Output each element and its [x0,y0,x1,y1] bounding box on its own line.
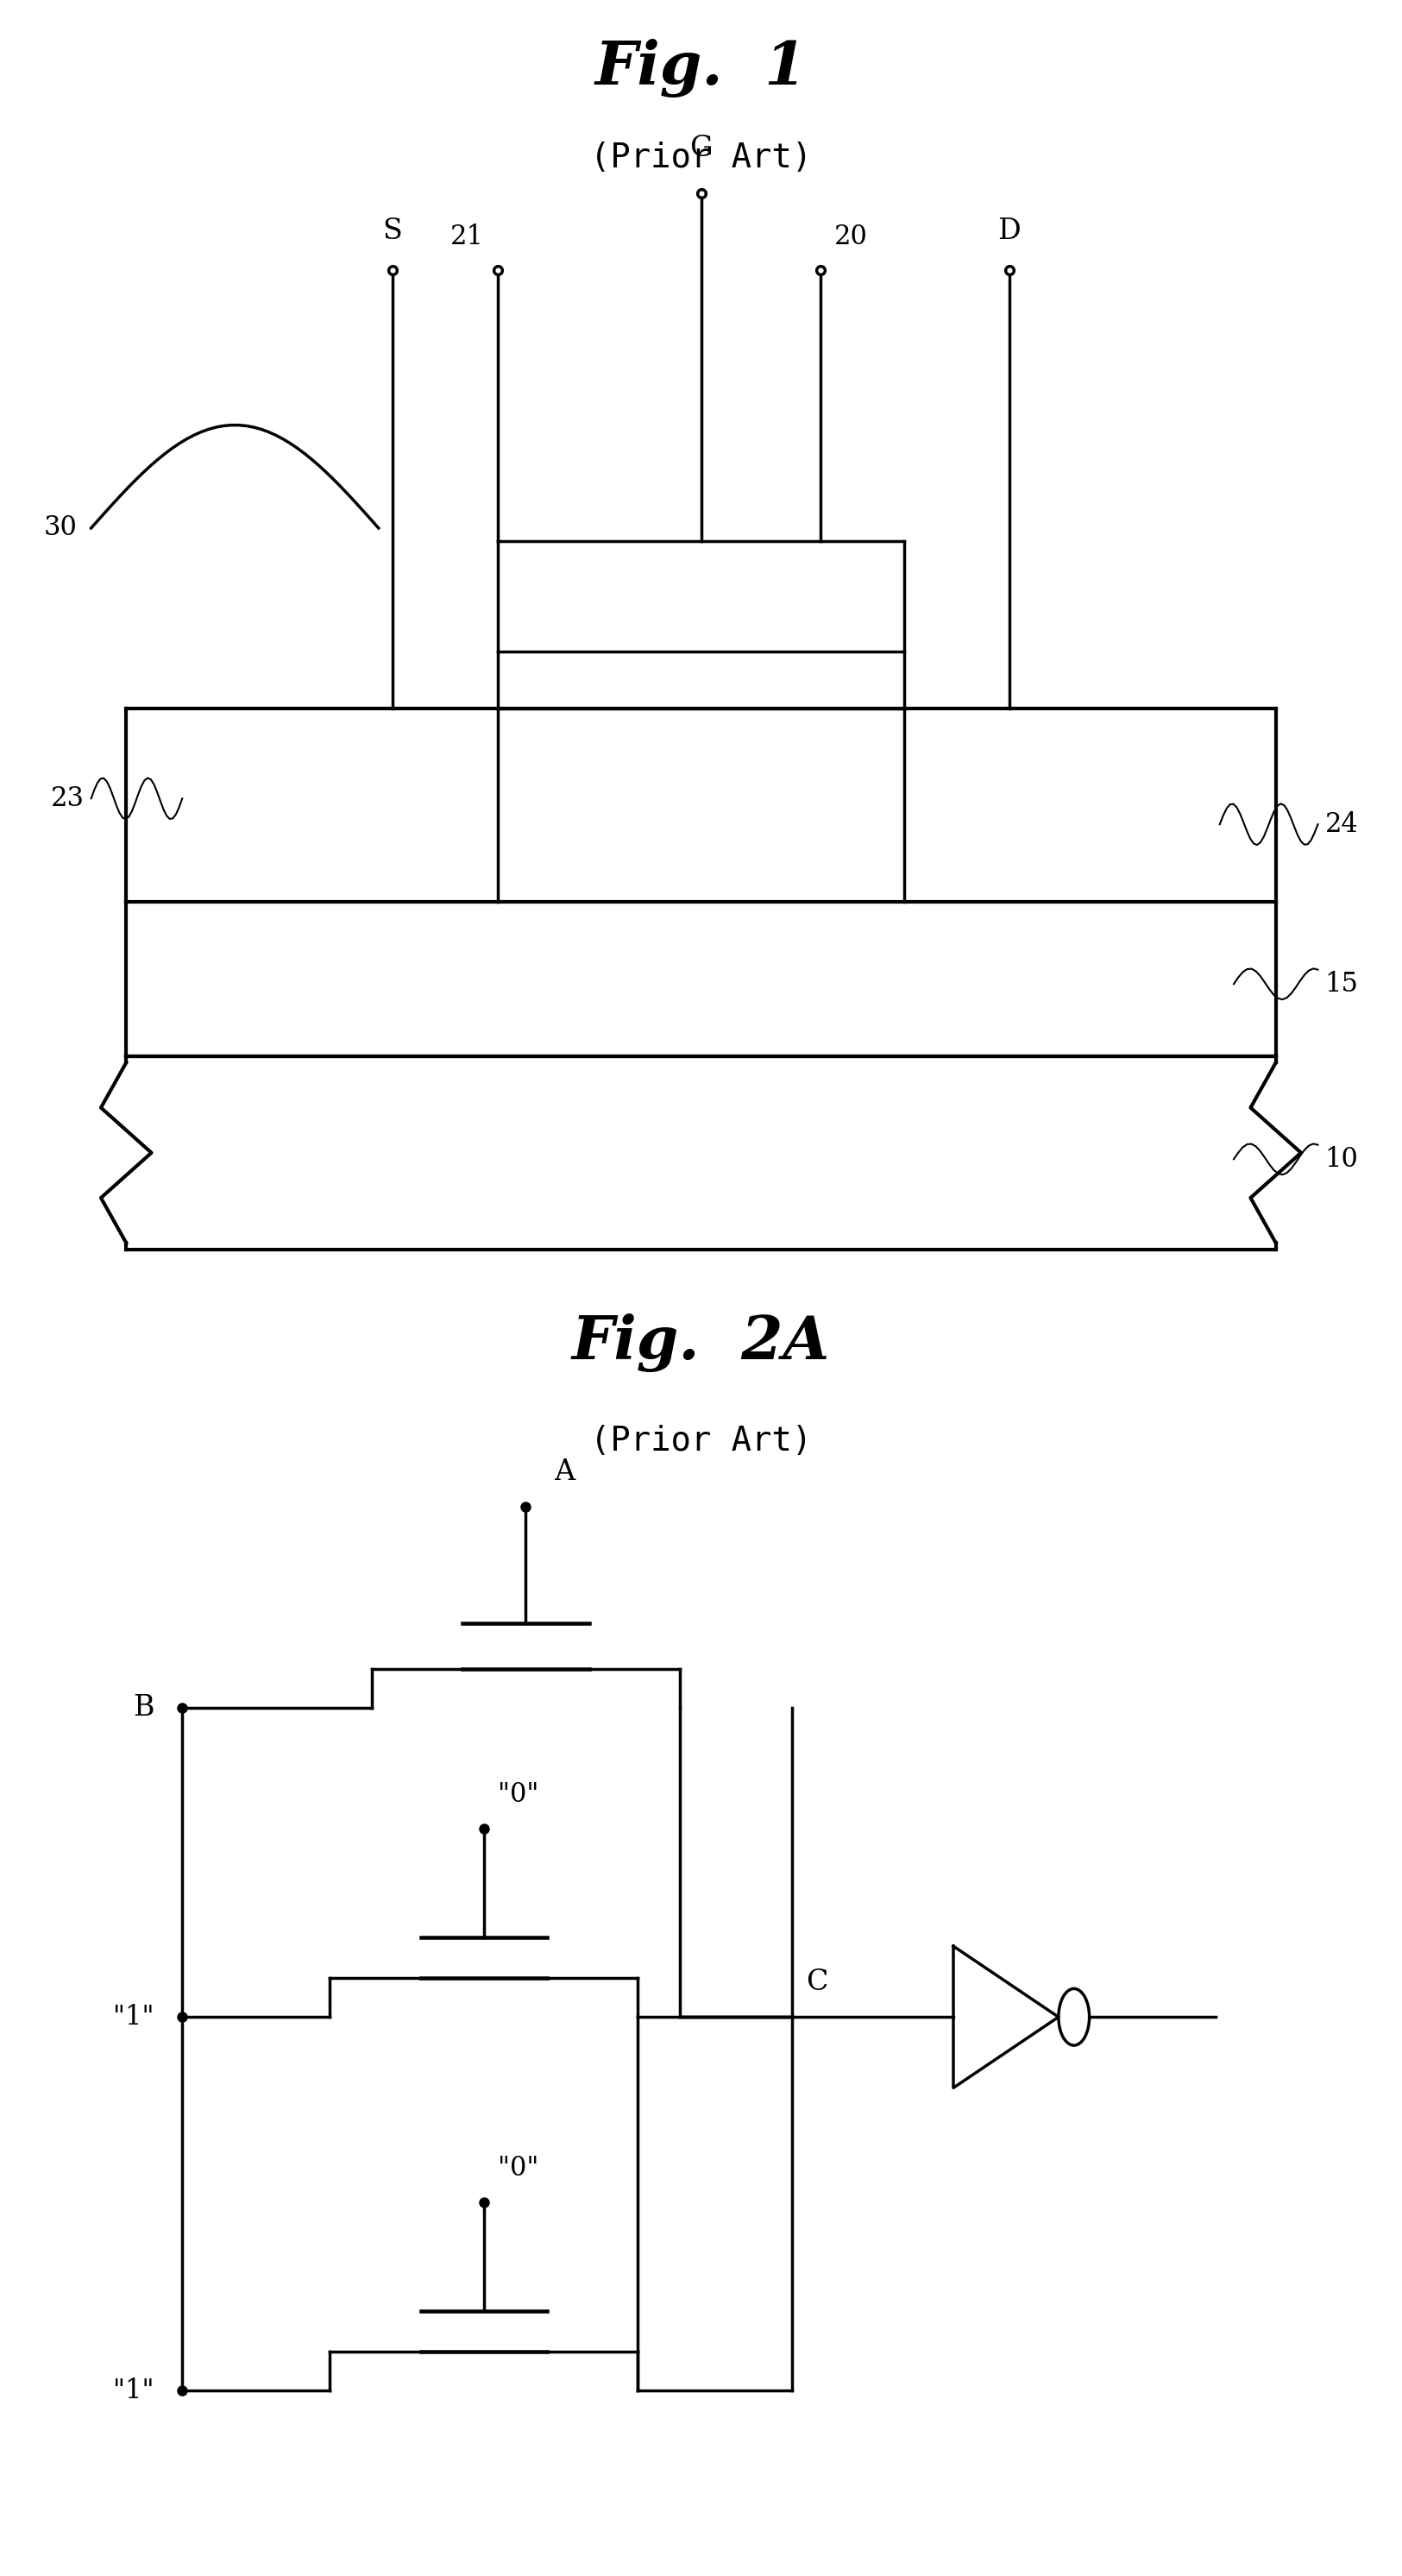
Text: 21: 21 [450,224,484,250]
Text: B: B [133,1695,154,1721]
Text: 20: 20 [834,224,868,250]
Text: "1": "1" [114,2004,154,2030]
Text: "1": "1" [114,2378,154,2403]
Text: S: S [383,216,402,245]
Text: Fig.  2A: Fig. 2A [572,1314,830,1373]
Text: C: C [806,1968,829,1996]
Text: 15: 15 [1325,971,1359,997]
Text: "0": "0" [498,1783,538,1808]
Text: 24: 24 [1325,811,1359,837]
Text: "0": "0" [498,2156,538,2182]
Text: G: G [690,134,712,162]
Text: 10: 10 [1325,1146,1359,1172]
Text: A: A [554,1458,575,1486]
Text: (Prior Art): (Prior Art) [590,1425,812,1458]
Text: D: D [998,216,1021,245]
Text: Fig.  1: Fig. 1 [594,39,808,98]
Text: (Prior Art): (Prior Art) [590,142,812,175]
Text: 23: 23 [50,786,84,811]
Text: 30: 30 [43,515,77,541]
